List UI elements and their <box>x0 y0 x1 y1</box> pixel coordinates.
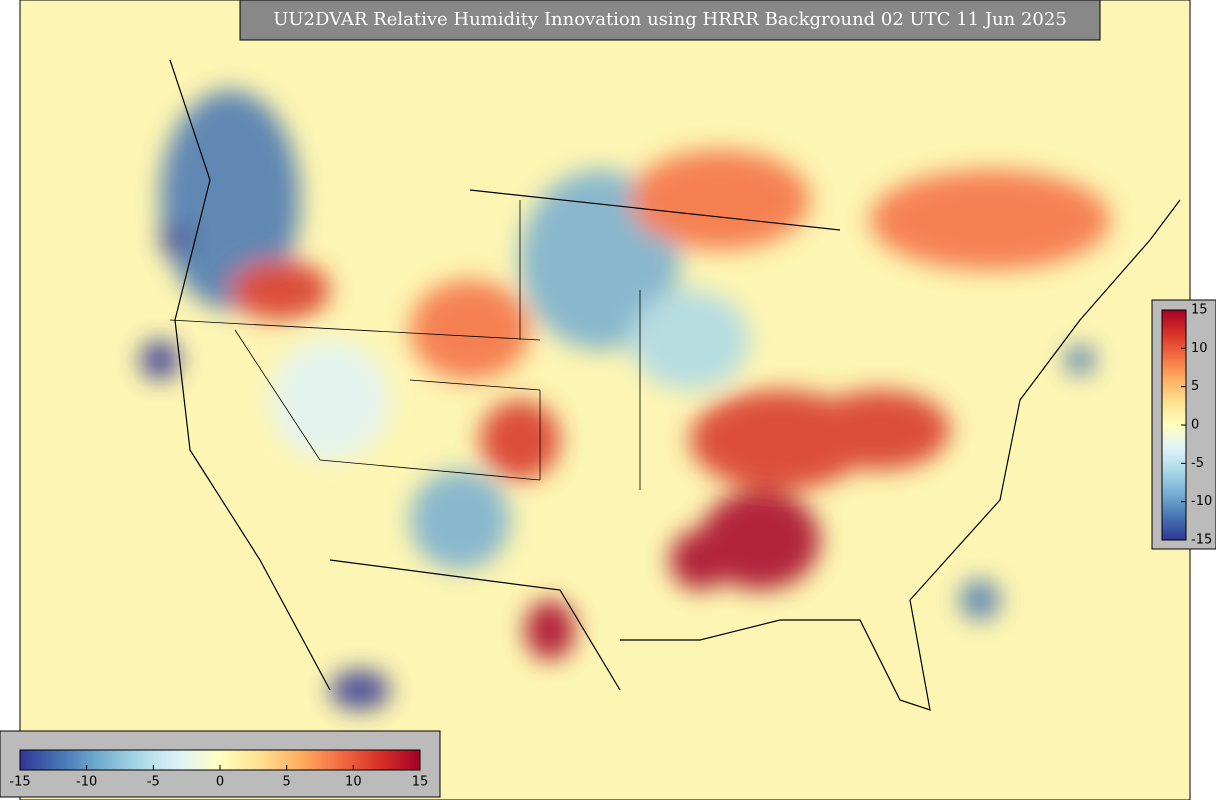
tick-label: 10 <box>1191 341 1208 356</box>
tick-label: 10 <box>345 775 362 790</box>
title-box <box>239 0 1101 41</box>
tick-label: 0 <box>216 775 224 790</box>
state-borders <box>169 200 641 490</box>
tick-label: -5 <box>1191 456 1204 471</box>
tick-label: -15 <box>1191 533 1212 548</box>
tick-label: 5 <box>1191 379 1199 394</box>
map <box>20 0 1190 800</box>
colorbars: -15 -10 -5 0 5 10 15 -15 -10 -5 0 5 10 15 <box>9 303 1212 790</box>
tick-label: 15 <box>1191 303 1208 318</box>
tick-label: 0 <box>1191 418 1199 433</box>
tick-label: -15 <box>9 775 30 790</box>
tick-label: -10 <box>1191 494 1212 509</box>
coastlines <box>169 59 1181 711</box>
title: UU2DVAR Relative Humidity Innovation usi… <box>273 9 1067 30</box>
tick-label: -5 <box>147 775 160 790</box>
tick-label: 5 <box>283 775 291 790</box>
tick-label: 15 <box>412 775 429 790</box>
tick-label: -10 <box>76 775 97 790</box>
